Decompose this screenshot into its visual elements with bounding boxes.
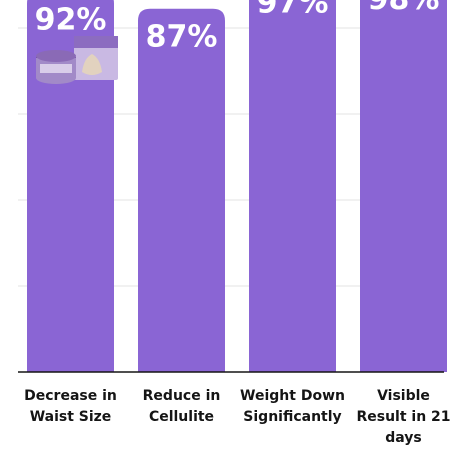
data-label: 97% <box>257 0 329 20</box>
category-label: Reduce in Cellulite <box>142 388 221 425</box>
data-label: 98% <box>368 0 440 17</box>
bar <box>138 8 225 372</box>
data-label: 92% <box>35 3 107 38</box>
bar <box>360 0 447 372</box>
bar <box>249 0 336 372</box>
category-label: Weight Down Significantly <box>240 388 345 425</box>
bar <box>27 0 114 372</box>
product-image <box>34 34 120 90</box>
category-label: Decrease in Waist Size <box>24 388 117 425</box>
category-label: Visible Result in 21 days <box>356 388 450 446</box>
data-label: 87% <box>146 20 218 55</box>
